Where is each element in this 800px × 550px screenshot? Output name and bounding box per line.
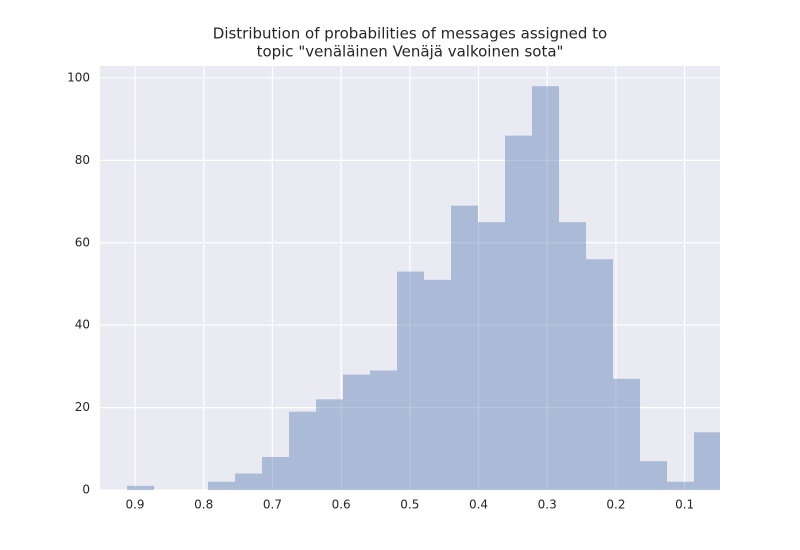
bar <box>424 279 452 490</box>
bar <box>370 370 398 490</box>
chart-title: topic "venäläinen Venäjä valkoinen sota" <box>257 43 564 61</box>
bar <box>127 485 155 490</box>
x-tick-label: 0.3 <box>538 498 557 512</box>
bar <box>208 481 236 490</box>
x-tick-label: 0.4 <box>469 498 488 512</box>
y-tick-label: 0 <box>82 483 90 497</box>
x-tick-label: 0.2 <box>606 498 625 512</box>
bar <box>640 461 668 490</box>
x-tick-label: 0.7 <box>263 498 282 512</box>
y-tick-label: 20 <box>75 400 90 414</box>
y-tick-label: 80 <box>75 153 90 167</box>
bar <box>262 457 290 490</box>
bar <box>505 135 533 490</box>
bars <box>127 86 720 490</box>
y-tick-label: 100 <box>67 70 90 84</box>
y-tick-label: 60 <box>75 235 90 249</box>
bar <box>289 411 317 490</box>
bar <box>667 481 695 490</box>
x-tick-label: 0.6 <box>332 498 351 512</box>
bar <box>451 205 479 490</box>
y-tick-label: 40 <box>75 318 90 332</box>
bar <box>478 222 506 490</box>
bar <box>694 432 720 490</box>
grid <box>100 66 720 491</box>
chart-title: Distribution of probabilities of message… <box>213 25 607 43</box>
bar <box>235 473 263 490</box>
x-tick-label: 0.9 <box>125 498 144 512</box>
bar <box>559 222 587 490</box>
x-tick-label: 0.5 <box>400 498 419 512</box>
x-tick-label: 0.8 <box>194 498 213 512</box>
bar <box>397 271 425 490</box>
bar <box>532 86 560 490</box>
bar <box>343 374 371 490</box>
bar <box>316 399 344 490</box>
x-tick-label: 0.1 <box>675 498 694 512</box>
bar <box>613 378 641 490</box>
bar <box>586 259 614 490</box>
